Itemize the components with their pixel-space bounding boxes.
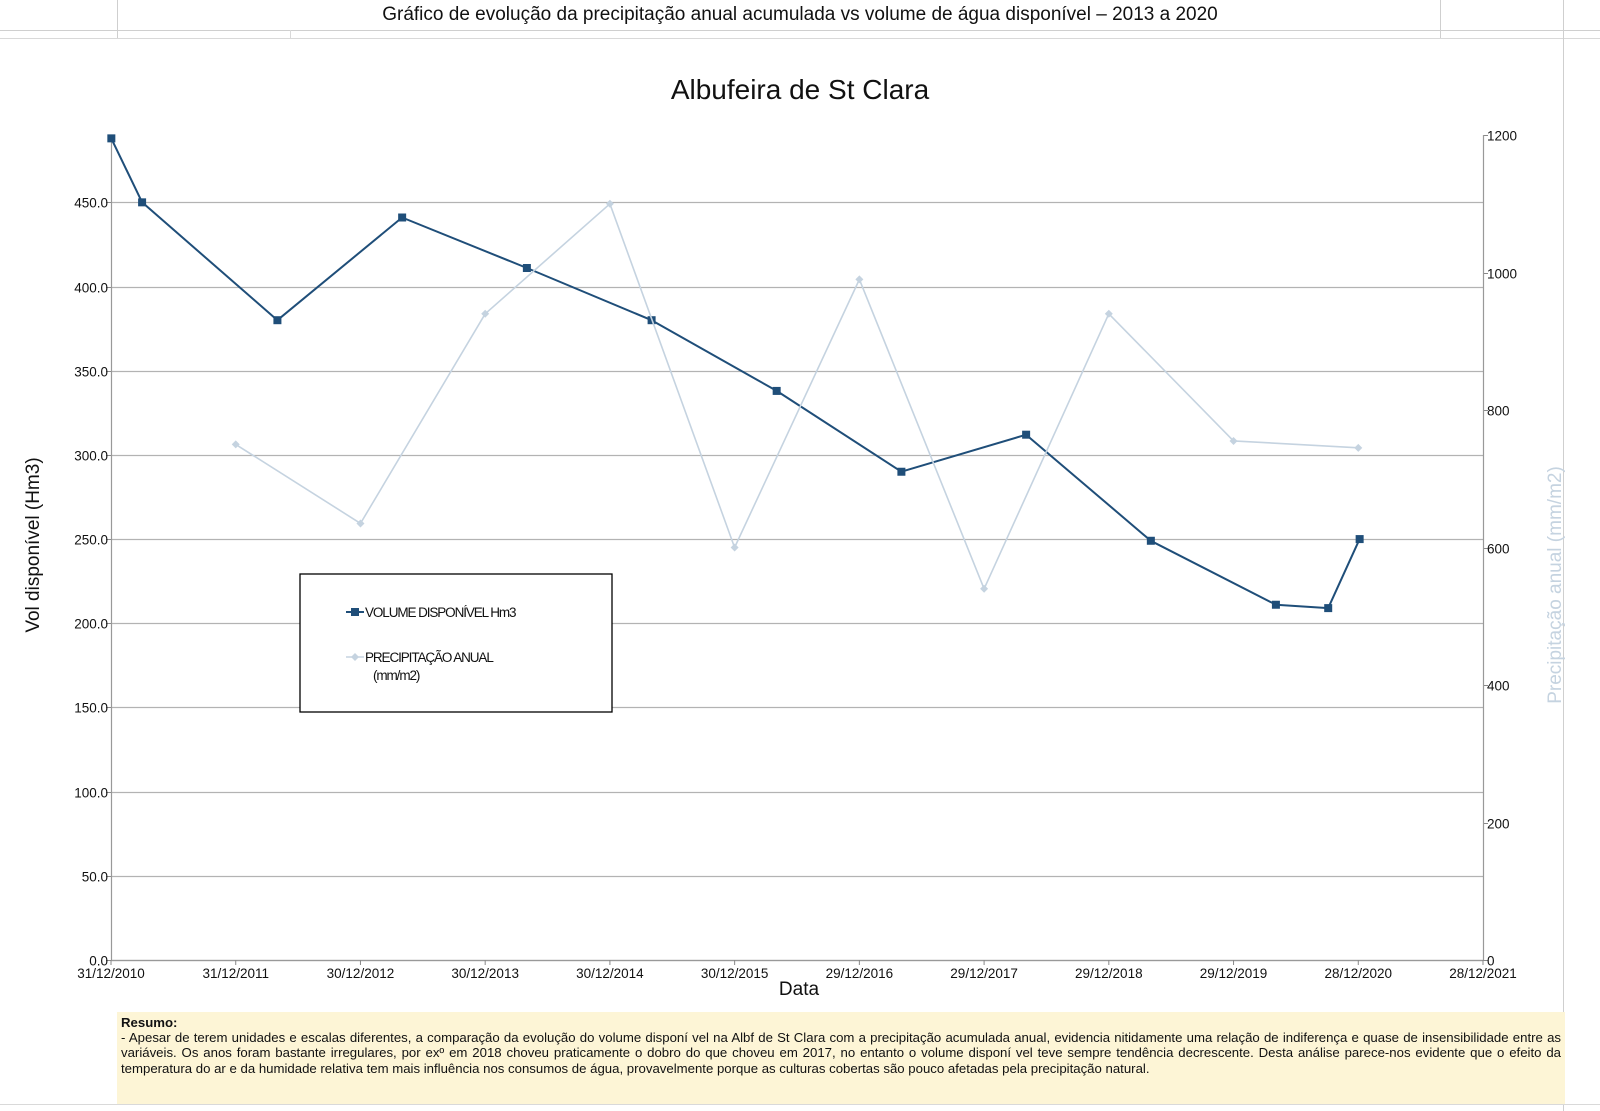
y-right-tick-label: 1200 [1487,129,1517,144]
x-tick-label: 30/12/2012 [327,966,395,981]
y-right-tick-label: 600 [1487,542,1510,557]
data-point-precipitation [730,543,739,552]
y-tick-label: 350.0 [74,365,108,380]
y-tick-label: 0.0 [89,954,108,969]
legend-label-precip-part2: (mm/m2) [373,668,420,683]
y-right-tick-label: 200 [1487,817,1510,832]
data-point-volume [1355,535,1364,544]
y-tick-label: 300.0 [74,449,108,464]
data-point-volume [897,467,906,476]
data-point-precipitation [980,584,989,593]
data-point-volume [522,264,531,273]
data-point-precipitation [231,440,240,449]
data-point-precipitation [481,309,490,318]
y-tick-label: 400.0 [74,281,108,296]
summary-box: Resumo: - Apesar de terem unidades e esc… [117,1012,1565,1104]
x-tick-label: 28/12/2020 [1324,966,1392,981]
x-tick-label: 30/12/2015 [701,966,769,981]
x-tick-label: 29/12/2017 [950,966,1018,981]
x-axis-label: Data [779,979,820,1000]
summary-heading: Resumo: [121,1015,178,1030]
legend-item-volume: VOLUME DISPONÍVEL Hm3 [346,605,517,620]
page-title: Gráfico de evolução da precipitação anua… [382,4,1218,25]
series-line-volume [110,137,1361,610]
legend-frame [299,573,613,713]
legend-label-precip-line1: PRECIPITAÇÃO ANUAL [365,650,494,665]
data-point-precipitation [1229,436,1238,445]
legend-item-precip: PRECIPITAÇÃO ANUAL (mm/m2) [346,650,495,683]
x-tick-label: 30/12/2013 [451,966,519,981]
x-tick-label: 31/12/2010 [77,966,145,981]
y-right-tick-label: 400 [1487,679,1510,694]
data-point-volume [1022,430,1031,439]
y-tick-label: 100.0 [74,786,108,801]
data-point-precipitation [356,519,365,528]
chart-axes: 0.0 50.0 100.0 150.0 200.0 250.0 300.0 350.0 400… [74,129,1517,982]
data-point-volume [1146,536,1155,545]
data-point-volume [398,213,407,222]
y-axis-label-left: Vol disponível (Hm3) [23,457,44,632]
y-right-tick-label: 800 [1487,404,1510,419]
data-point-volume [1324,604,1333,613]
data-point-volume [273,316,282,325]
chart-title: Albufeira de St Clara [671,74,930,105]
y-right-tick-label: 0 [1487,954,1495,969]
legend-label-precip-part1: PRECIPITAÇÃO ANUAL [365,650,494,665]
legend-label-volume: VOLUME DISPONÍVEL Hm3 [365,605,516,620]
x-tick-label: 28/12/2021 [1449,966,1517,981]
x-tick-label: 29/12/2019 [1200,966,1268,981]
data-point-precipitation [1104,309,1113,318]
data-point-volume [107,134,116,143]
y-tick-label: 50.0 [82,870,108,885]
y-tick-label: 450.0 [74,196,108,211]
data-point-precipitation [855,275,864,284]
y-right-tick-label: 1000 [1487,267,1517,282]
data-point-volume [138,198,147,207]
legend-square-marker [351,608,359,616]
line-chart: Albufeira de St Clara 0.0 50.0 100.0 150.0 2… [23,74,1566,1000]
y-axis-label-right: Precipitação anual (mm/m2) [1545,466,1566,704]
y-tick-label: 250.0 [74,533,108,548]
chart-legend: VOLUME DISPONÍVEL Hm3 PRECIPITAÇÃO ANUAL… [299,573,613,713]
summary-text: - Apesar de terem unidades e escalas dif… [121,1030,1561,1076]
y-tick-label: 200.0 [74,617,108,632]
y-tick-label: 150.0 [74,701,108,716]
legend-label-precip-line2: (mm/m2) [373,668,420,683]
data-point-precipitation [605,199,614,208]
x-tick-label: 29/12/2016 [826,966,894,981]
chart-series [107,134,1364,613]
legend-diamond-marker [351,653,359,661]
data-point-precipitation [1354,443,1363,452]
series-line-precipitation [235,203,1359,590]
data-point-volume [772,386,781,395]
x-tick-label: 30/12/2014 [576,966,644,981]
x-tick-label: 29/12/2018 [1075,966,1143,981]
data-point-volume [1271,600,1280,609]
x-tick-label: 31/12/2011 [202,966,269,981]
